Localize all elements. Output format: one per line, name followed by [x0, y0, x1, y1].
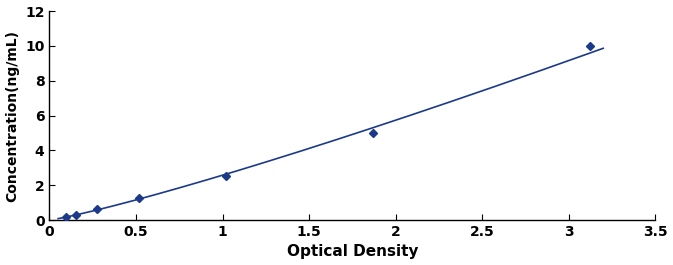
X-axis label: Optical Density: Optical Density — [287, 244, 418, 259]
Y-axis label: Concentration(ng/mL): Concentration(ng/mL) — [5, 29, 20, 202]
